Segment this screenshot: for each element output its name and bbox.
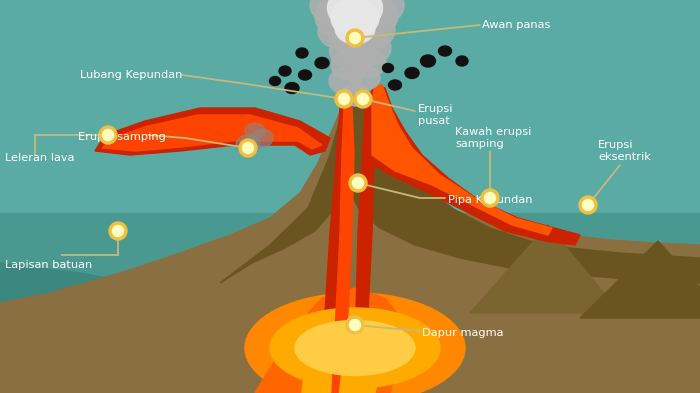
Ellipse shape	[405, 68, 419, 79]
Ellipse shape	[315, 57, 329, 68]
Ellipse shape	[251, 129, 273, 147]
Ellipse shape	[328, 0, 382, 30]
Ellipse shape	[421, 55, 435, 67]
Polygon shape	[0, 263, 160, 393]
Circle shape	[113, 226, 123, 237]
Ellipse shape	[310, 0, 360, 25]
Ellipse shape	[245, 123, 265, 139]
Circle shape	[102, 130, 113, 141]
Circle shape	[99, 126, 117, 144]
Text: Kawah erupsi
samping: Kawah erupsi samping	[455, 127, 531, 149]
Circle shape	[242, 143, 253, 154]
Polygon shape	[255, 288, 408, 393]
Ellipse shape	[329, 68, 361, 94]
Text: Lubang Kepundan: Lubang Kepundan	[80, 70, 183, 80]
Ellipse shape	[285, 83, 299, 94]
Circle shape	[481, 189, 499, 207]
Polygon shape	[470, 225, 620, 313]
Circle shape	[239, 139, 257, 157]
Circle shape	[109, 222, 127, 240]
Circle shape	[484, 193, 496, 204]
Ellipse shape	[438, 46, 452, 56]
Circle shape	[582, 200, 594, 211]
Ellipse shape	[349, 11, 395, 48]
Polygon shape	[220, 95, 700, 283]
Ellipse shape	[456, 56, 468, 66]
Circle shape	[353, 178, 363, 189]
Ellipse shape	[295, 321, 415, 375]
Ellipse shape	[330, 33, 374, 69]
Ellipse shape	[270, 77, 281, 86]
Polygon shape	[368, 85, 580, 245]
Ellipse shape	[315, 0, 361, 36]
Text: Pipa Kepundan: Pipa Kepundan	[448, 195, 533, 205]
Circle shape	[579, 196, 597, 214]
Ellipse shape	[326, 0, 384, 43]
Ellipse shape	[341, 84, 369, 106]
Text: Erupsi
pusat: Erupsi pusat	[418, 104, 454, 126]
Circle shape	[349, 174, 367, 192]
Ellipse shape	[382, 64, 393, 72]
Ellipse shape	[389, 80, 402, 90]
Circle shape	[349, 33, 360, 44]
Text: Dapur magma: Dapur magma	[422, 328, 503, 338]
Circle shape	[335, 90, 353, 108]
Text: Lapisan batuan: Lapisan batuan	[5, 260, 92, 270]
Polygon shape	[95, 108, 330, 155]
Polygon shape	[580, 241, 700, 318]
Polygon shape	[332, 98, 354, 393]
Text: Awan panas: Awan panas	[482, 20, 550, 30]
Ellipse shape	[279, 66, 291, 76]
Circle shape	[358, 94, 368, 105]
Polygon shape	[372, 85, 552, 235]
Ellipse shape	[236, 135, 260, 155]
Ellipse shape	[350, 0, 398, 35]
Ellipse shape	[350, 66, 380, 90]
Ellipse shape	[331, 50, 369, 80]
Circle shape	[349, 320, 360, 331]
Ellipse shape	[323, 0, 388, 33]
Polygon shape	[102, 115, 322, 151]
Ellipse shape	[298, 70, 312, 80]
Circle shape	[339, 94, 349, 105]
Text: Erupsi
eksentrik: Erupsi eksentrik	[598, 140, 651, 162]
Ellipse shape	[270, 308, 440, 388]
Polygon shape	[0, 95, 700, 393]
Polygon shape	[0, 213, 700, 393]
Circle shape	[346, 316, 364, 334]
Ellipse shape	[350, 49, 386, 77]
Polygon shape	[322, 95, 374, 393]
Ellipse shape	[329, 14, 381, 56]
Ellipse shape	[318, 13, 362, 49]
Text: Leleran lava: Leleran lava	[5, 153, 74, 163]
Ellipse shape	[335, 12, 375, 44]
Circle shape	[346, 29, 364, 47]
Ellipse shape	[331, 0, 379, 37]
Circle shape	[354, 90, 372, 108]
Ellipse shape	[245, 293, 465, 393]
Ellipse shape	[296, 48, 308, 58]
Text: Erupsi samping: Erupsi samping	[78, 132, 166, 142]
Polygon shape	[302, 311, 388, 393]
Ellipse shape	[352, 0, 404, 26]
Ellipse shape	[349, 31, 391, 65]
